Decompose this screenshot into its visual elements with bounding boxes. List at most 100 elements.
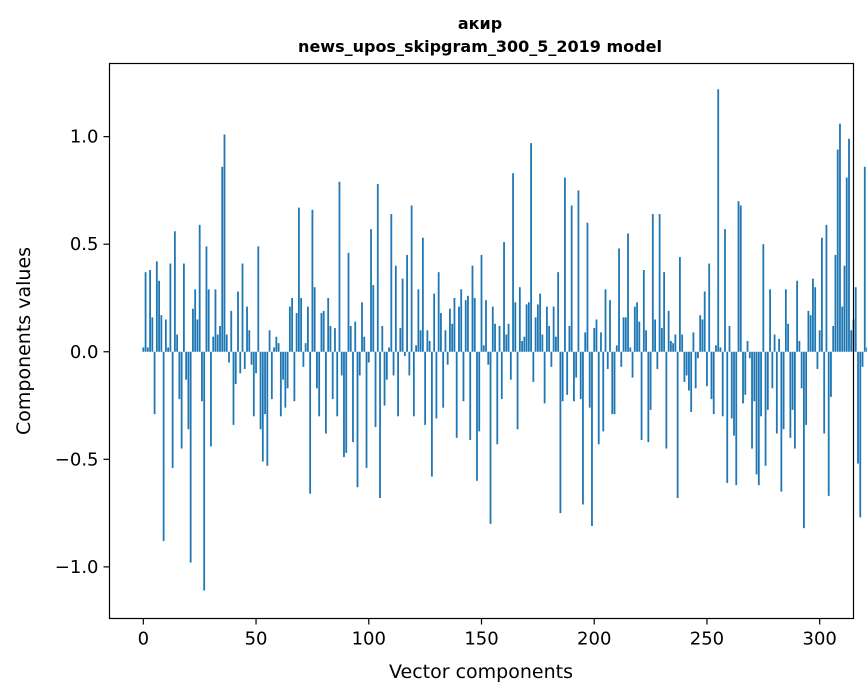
bar xyxy=(480,254,483,352)
bar xyxy=(277,343,280,352)
bar xyxy=(473,297,476,352)
bar xyxy=(361,302,363,352)
bar xyxy=(273,347,275,352)
bar xyxy=(600,332,602,352)
x-tick-label: 150 xyxy=(464,629,498,650)
bar xyxy=(525,304,528,352)
bar xyxy=(367,351,370,363)
bar xyxy=(638,321,641,352)
bar xyxy=(365,351,368,468)
bar xyxy=(568,325,571,352)
bar xyxy=(697,351,699,359)
bar xyxy=(385,351,388,380)
bar xyxy=(207,289,210,352)
bar xyxy=(228,351,230,363)
bar xyxy=(699,315,702,352)
bar xyxy=(142,347,145,352)
bar xyxy=(665,351,668,449)
bar xyxy=(372,285,375,352)
bar xyxy=(579,351,582,400)
bar xyxy=(667,310,670,352)
bar xyxy=(455,351,458,438)
bar xyxy=(746,341,749,352)
bar xyxy=(440,313,442,352)
bar xyxy=(624,317,627,352)
bar xyxy=(611,351,614,415)
bar xyxy=(658,214,661,352)
bar xyxy=(151,317,154,352)
bar xyxy=(827,351,830,496)
y-tick-label: 0.0 xyxy=(70,342,99,363)
x-axis-label: Vector components xyxy=(389,661,573,683)
bar xyxy=(839,123,841,352)
bar xyxy=(593,328,596,352)
bar xyxy=(216,334,219,352)
bar xyxy=(778,338,780,352)
bar xyxy=(688,351,690,391)
bar xyxy=(660,328,663,352)
bar xyxy=(633,306,636,352)
bar xyxy=(818,330,821,352)
bar xyxy=(575,351,578,378)
bar xyxy=(327,297,330,352)
bar xyxy=(651,214,654,352)
bar xyxy=(415,345,418,352)
bar xyxy=(800,351,803,389)
bar xyxy=(642,270,645,352)
bar xyxy=(730,351,733,419)
bar xyxy=(421,237,424,352)
bar xyxy=(164,319,167,352)
bar xyxy=(173,231,176,352)
bar xyxy=(257,246,260,352)
bar xyxy=(449,308,451,352)
bar xyxy=(500,351,503,400)
bar xyxy=(534,317,537,352)
bar xyxy=(654,319,656,352)
bar xyxy=(453,297,456,352)
bar xyxy=(397,351,399,417)
bar xyxy=(358,351,361,376)
bar xyxy=(388,347,390,352)
bar xyxy=(286,351,289,389)
bar xyxy=(744,351,747,395)
bar xyxy=(180,351,183,449)
x-tick-label: 50 xyxy=(245,629,268,650)
bar xyxy=(742,351,744,404)
bar xyxy=(539,293,542,352)
y-tick-label: −1.0 xyxy=(55,557,99,578)
bar xyxy=(836,149,839,352)
bar xyxy=(221,166,224,352)
bar xyxy=(766,351,769,410)
bar xyxy=(246,306,248,352)
bar xyxy=(243,351,246,369)
bar xyxy=(304,343,307,352)
bar xyxy=(250,351,253,365)
bar xyxy=(536,304,539,352)
bar xyxy=(268,330,271,352)
bar xyxy=(442,351,445,408)
bar xyxy=(784,289,787,352)
y-tick-label: 0.5 xyxy=(70,234,99,255)
bar xyxy=(194,289,197,352)
bar xyxy=(376,183,379,352)
bar xyxy=(270,351,273,400)
bar xyxy=(462,351,465,402)
bar xyxy=(320,313,323,352)
bar xyxy=(379,351,381,499)
bar xyxy=(715,345,717,352)
bar xyxy=(647,351,650,443)
bar xyxy=(755,351,758,475)
bar xyxy=(597,351,600,445)
bar xyxy=(392,351,395,376)
bar xyxy=(796,280,799,352)
bar xyxy=(491,306,494,352)
bar xyxy=(609,300,611,352)
bar xyxy=(503,242,505,352)
bar xyxy=(467,295,469,352)
bar xyxy=(676,351,679,499)
bar xyxy=(237,291,239,352)
bar xyxy=(615,345,618,352)
bar xyxy=(787,323,790,352)
bar xyxy=(329,325,332,352)
bar xyxy=(692,332,695,352)
